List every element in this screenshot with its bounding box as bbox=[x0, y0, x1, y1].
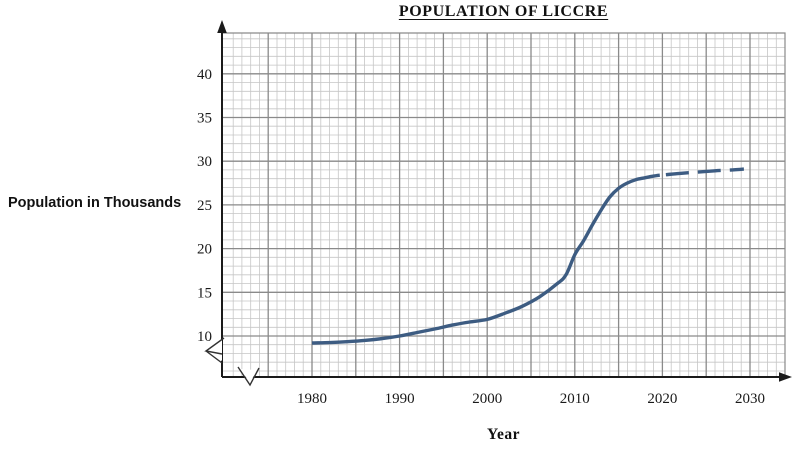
y-tick-label: 15 bbox=[197, 285, 212, 301]
x-axis-break-icon bbox=[237, 366, 260, 387]
x-tick-label: 2020 bbox=[647, 391, 677, 407]
population-recorded-curve bbox=[311, 173, 660, 345]
y-axis-arrow-icon bbox=[217, 20, 227, 33]
plot-border bbox=[222, 32, 786, 377]
y-axis-title: Population in Thousands bbox=[8, 195, 182, 211]
y-tick-label: 30 bbox=[197, 154, 212, 170]
grid-major-lines bbox=[222, 33, 785, 377]
chart-title: POPULATION OF LICCRE bbox=[398, 3, 609, 20]
x-tick-label: 1980 bbox=[297, 391, 327, 407]
x-axis-arrow-icon bbox=[779, 372, 792, 382]
y-tick-label: 35 bbox=[197, 111, 212, 127]
y-tick-label: 20 bbox=[197, 242, 212, 258]
x-tick-label: 2010 bbox=[560, 391, 590, 407]
y-axis-break-icon bbox=[204, 337, 225, 364]
x-tick-label: 2000 bbox=[472, 391, 502, 407]
y-tick-label: 40 bbox=[197, 67, 212, 83]
population-projected-curve bbox=[665, 167, 744, 177]
x-axis-title: Year bbox=[487, 426, 520, 443]
x-tick-label: 1990 bbox=[385, 391, 415, 407]
y-tick-label: 10 bbox=[197, 329, 212, 345]
y-axis-break-mask bbox=[208, 340, 222, 361]
x-tick-label: 2030 bbox=[735, 391, 765, 407]
y-tick-label: 25 bbox=[197, 198, 212, 214]
x-tick-labels: 1980 1990 2000 2010 2020 2030 bbox=[297, 391, 765, 407]
y-tick-labels: 10 15 20 25 30 35 40 bbox=[197, 67, 212, 345]
x-axis-break-mask bbox=[240, 369, 257, 383]
